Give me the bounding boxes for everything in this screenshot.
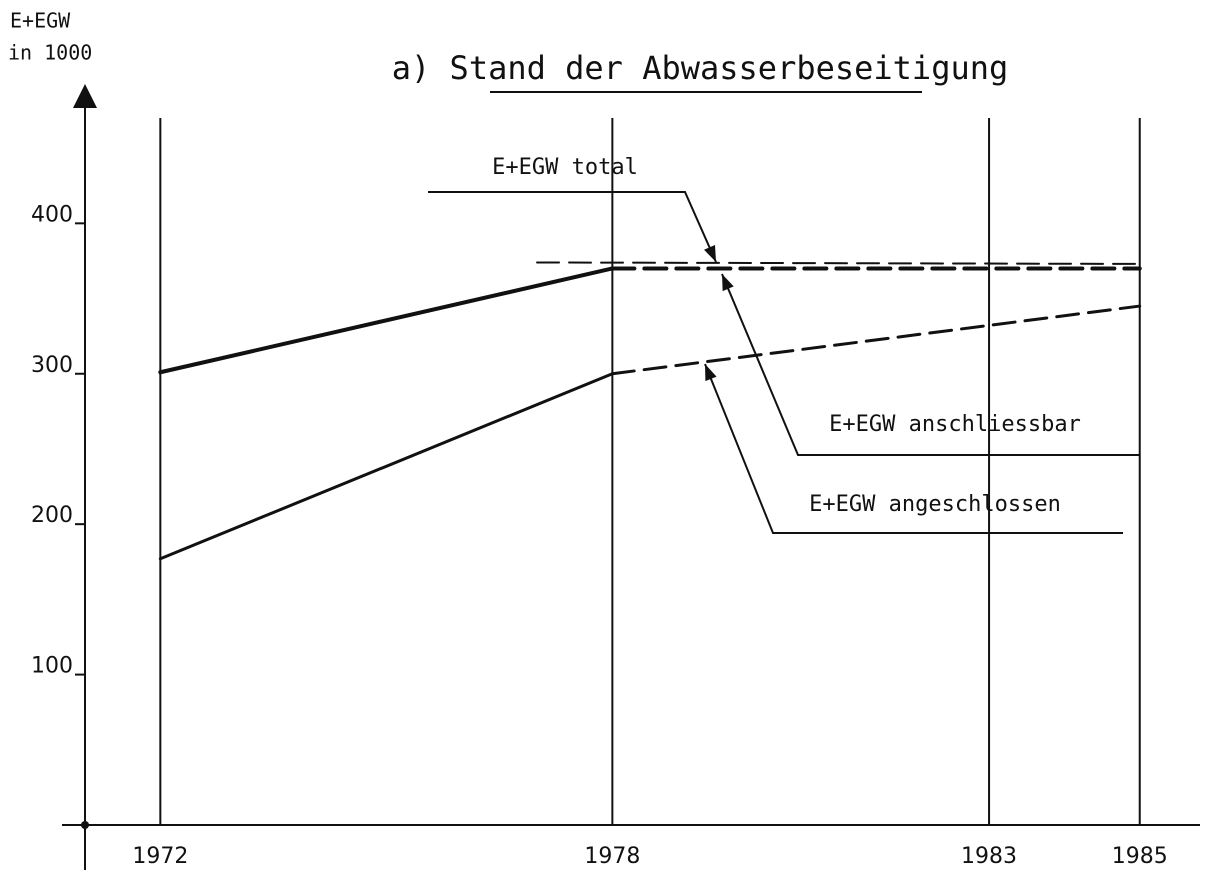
y-axis-label: in 1000 bbox=[8, 41, 92, 65]
leader-arrow bbox=[704, 244, 716, 262]
series-line bbox=[158, 372, 614, 561]
x-tick-label: 1978 bbox=[584, 844, 640, 869]
series-line bbox=[158, 266, 615, 375]
series-line bbox=[610, 304, 1142, 376]
leader-line bbox=[704, 363, 1123, 534]
y-axis-label: E+EGW bbox=[10, 9, 71, 33]
chart-title: a) Stand der Abwasserbeseitigung bbox=[392, 49, 1009, 87]
x-tick-label: 1972 bbox=[132, 844, 188, 869]
leader-arrow bbox=[705, 364, 717, 382]
annotation-label: E+EGW total bbox=[492, 155, 638, 180]
leader-line bbox=[721, 273, 1140, 456]
leader-arrow bbox=[722, 274, 734, 292]
y-tick-label: 300 bbox=[31, 353, 73, 378]
y-tick-label: 400 bbox=[31, 202, 73, 227]
origin bbox=[81, 821, 89, 829]
x-tick-label: 1983 bbox=[961, 844, 1017, 869]
annotation-label: E+EGW anschliessbar bbox=[829, 412, 1081, 437]
y-axis-arrow bbox=[73, 84, 97, 108]
leader-line bbox=[428, 191, 717, 263]
annotation-label: E+EGW angeschlossen bbox=[809, 492, 1061, 517]
y-tick-label: 100 bbox=[31, 654, 73, 679]
y-tick-label: 200 bbox=[31, 503, 73, 528]
x-tick-label: 1985 bbox=[1112, 844, 1168, 869]
series-line bbox=[536, 261, 1141, 265]
